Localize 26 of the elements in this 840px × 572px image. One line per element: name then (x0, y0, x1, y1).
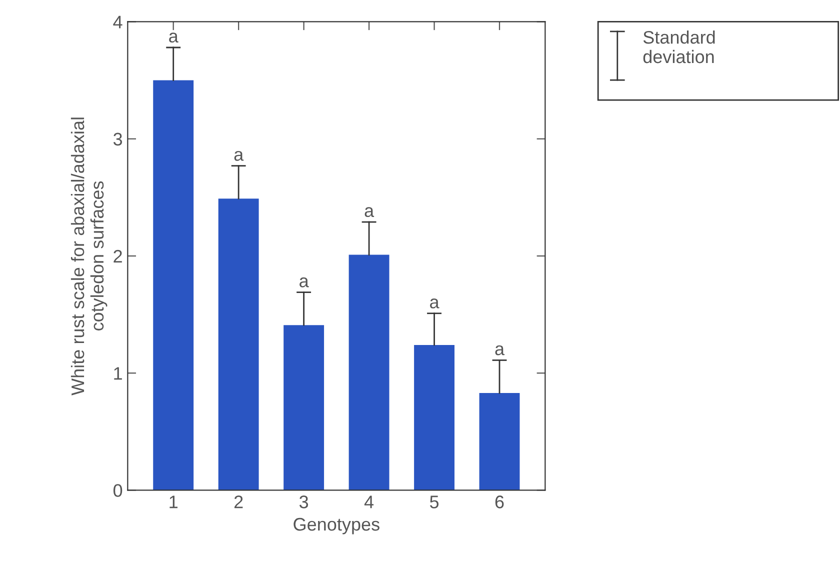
bar (218, 198, 259, 490)
annotation: a (430, 298, 440, 308)
annotation: a (234, 150, 244, 161)
bar (153, 80, 194, 490)
x-tick-label: 2 (234, 496, 243, 508)
bar (284, 325, 324, 490)
y-tick-label: 4 (113, 16, 122, 28)
y-tick-label: 0 (113, 484, 122, 497)
bar (414, 344, 454, 490)
x-tick-label: 5 (430, 496, 439, 508)
x-tick-label: 6 (495, 496, 504, 508)
y-tick-label: 1 (114, 367, 122, 380)
x-tick-label: 4 (364, 496, 374, 508)
x-axis-title: Genotypes (294, 518, 380, 534)
bar (479, 392, 520, 490)
y-axis-title: White rust scale for abaxial/adaxial cotyledon surfaces (70, 118, 108, 396)
x-tick-label: 3 (299, 496, 308, 508)
annotation: a (169, 32, 178, 43)
annotation: a (300, 277, 309, 288)
annotation: a (495, 345, 505, 356)
annotation: a (364, 207, 374, 218)
y-tick-label: 3 (113, 132, 122, 146)
x-tick-label: 1 (170, 496, 178, 508)
bar (348, 254, 390, 490)
y-tick-label: 2 (114, 250, 122, 263)
text: Standard deviation (643, 30, 715, 64)
